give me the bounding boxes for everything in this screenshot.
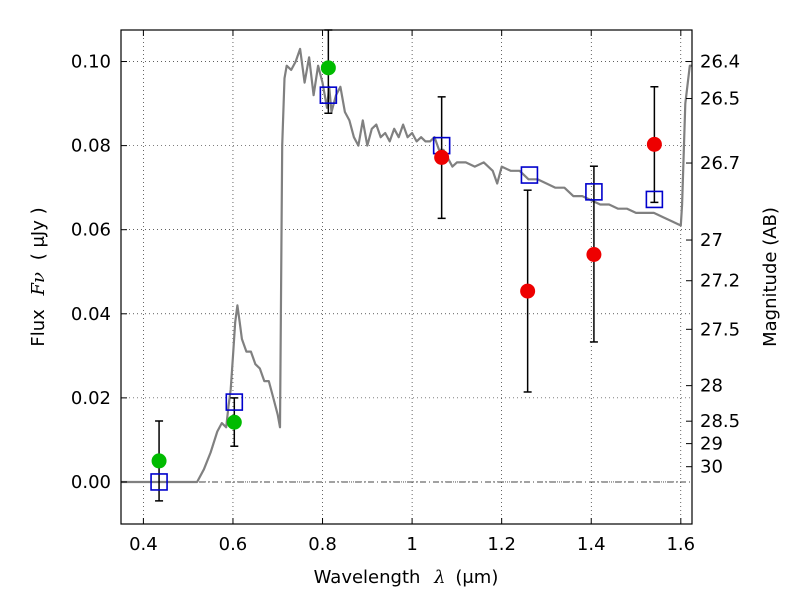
y-tick-label: 0.04 <box>71 304 111 325</box>
red-data-point <box>520 283 536 299</box>
model-square-marker <box>150 473 168 491</box>
y-tick-label: 0.10 <box>71 52 111 73</box>
magnitude-tick-label: 26.7 <box>700 153 740 174</box>
model-square-marker <box>585 183 603 201</box>
x-tick-label: 1.2 <box>487 534 516 555</box>
x-tick-label: 1 <box>406 534 417 555</box>
magnitude-tick-label: 26.5 <box>700 89 740 110</box>
magnitude-tick-label: 27 <box>700 230 723 251</box>
x-axis-label-text: Wavelength <box>314 567 421 588</box>
y-tick-label: 0.00 <box>71 472 111 493</box>
green-data-point <box>226 414 242 430</box>
green-data-point <box>151 453 167 469</box>
red-data-point <box>646 136 662 152</box>
y-axis-label-unit: ( μJy ) <box>28 207 49 260</box>
x-axis-ticks: 0.4 0.6 0.8 1 1.2 1.4 1.6 <box>129 30 695 555</box>
y-axis-ticks: 0.00 0.02 0.04 0.06 0.08 0.10 <box>71 52 127 493</box>
model-square-marker <box>645 190 664 209</box>
y-tick-label: 0.02 <box>71 388 111 409</box>
y-axis-label-symbol: Fν <box>28 272 49 296</box>
y-tick-label: 0.06 <box>71 220 111 241</box>
magnitude-tick-label: 30 <box>700 457 723 478</box>
x-axis-label-symbol: λ <box>433 567 445 588</box>
x-axis-label-unit: (μm) <box>455 567 498 588</box>
x-tick-label: 0.8 <box>308 534 337 555</box>
magnitude-axis-label: Magnitude (AB) <box>760 207 781 347</box>
red-data-point <box>586 247 602 263</box>
magnitude-tick-label: 28 <box>700 376 723 397</box>
y-tick-label: 0.08 <box>71 136 111 157</box>
magnitude-tick-label: 27.5 <box>700 319 740 340</box>
plot-area-background <box>121 30 692 524</box>
x-tick-label: 0.4 <box>129 534 158 555</box>
plot-frame <box>120 29 693 525</box>
x-axis-label: Wavelength λ (μm) <box>314 567 499 588</box>
y-axis-label-text: Flux <box>28 309 49 347</box>
data-markers <box>150 60 664 491</box>
magnitude-tick-label: 28.5 <box>700 411 740 432</box>
x-tick-label: 0.6 <box>219 534 248 555</box>
x-tick-label: 1.6 <box>666 534 695 555</box>
magnitude-tick-label: 27.2 <box>700 271 740 292</box>
magnitude-tick-label: 29 <box>700 434 723 455</box>
model-sed <box>121 47 692 484</box>
model-square-marker <box>225 393 244 411</box>
model-sed-line <box>121 47 692 484</box>
model-square-marker <box>319 86 338 104</box>
x-tick-label: 1.4 <box>577 534 606 555</box>
model-square-marker <box>520 166 539 184</box>
y-axis-label: Flux Fν ( μJy ) <box>28 207 49 346</box>
green-data-point <box>320 60 336 76</box>
magnitude-tick-label: 26.4 <box>700 52 740 73</box>
red-data-point <box>434 149 450 165</box>
